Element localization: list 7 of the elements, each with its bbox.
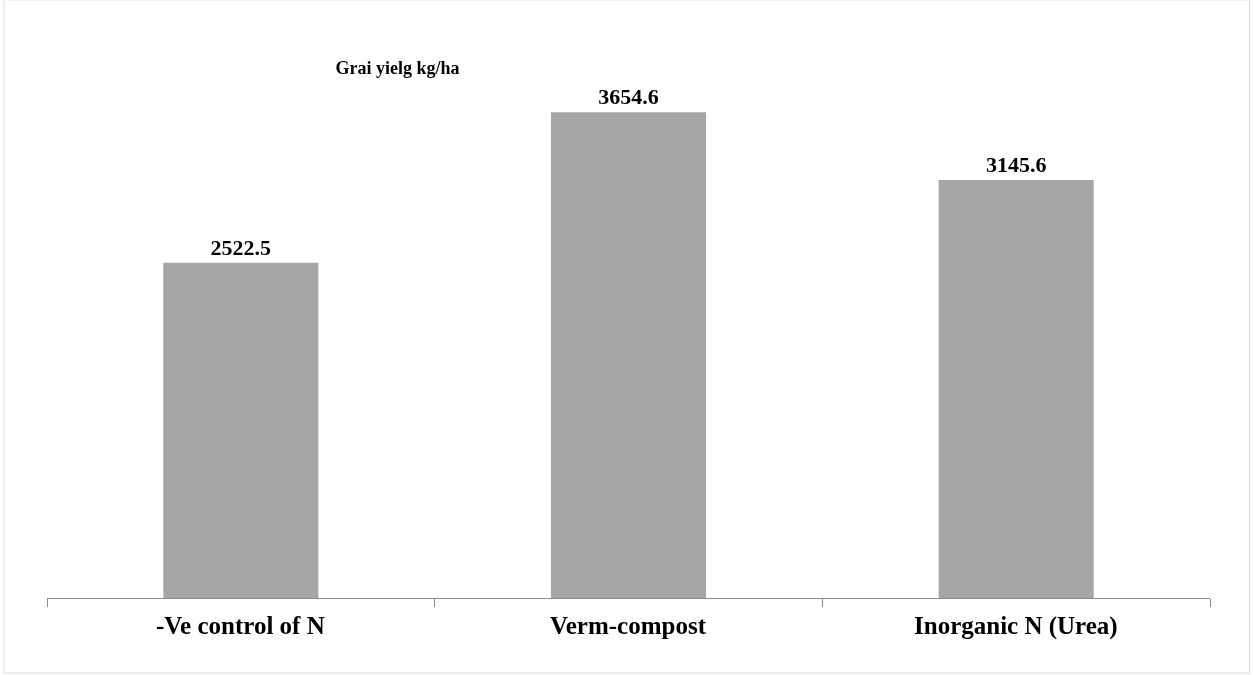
chart-title: Grai yielg kg/ha	[335, 57, 460, 78]
data-label: 2522.5	[210, 234, 272, 260]
data-label: 3145.6	[985, 151, 1047, 177]
x-tick-label: Verm-compost	[550, 612, 707, 639]
data-label: 3654.6	[598, 84, 659, 110]
x-tick-label: -Ve control of N	[156, 612, 325, 639]
x-tick-label: Inorganic N (Urea)	[914, 612, 1118, 640]
